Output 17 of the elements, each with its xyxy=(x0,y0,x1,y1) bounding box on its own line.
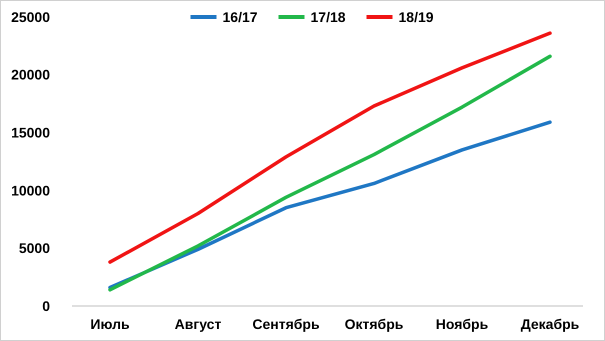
line-series xyxy=(108,54,552,292)
y-tick-label: 0 xyxy=(42,298,50,314)
y-tick-label: 20000 xyxy=(11,66,50,83)
x-tick-label: Август xyxy=(174,316,222,332)
y-tick-label: 5000 xyxy=(18,240,50,256)
x-tick-label: Ноябрь xyxy=(436,316,489,332)
line-series xyxy=(108,31,552,264)
legend-label: 16/17 xyxy=(222,8,258,25)
legend-label: 18/19 xyxy=(398,8,434,25)
y-tick-label: 15000 xyxy=(11,124,50,140)
x-tick-label: Декабрь xyxy=(520,316,580,332)
y-tick-label: 10000 xyxy=(11,182,50,198)
x-tick-label: Октябрь xyxy=(344,316,404,332)
x-tick-label: Июль xyxy=(90,316,130,332)
y-tick-label: 25000 xyxy=(11,8,50,25)
legend-label: 17/18 xyxy=(310,8,346,25)
x-tick-label: Сентябрь xyxy=(252,316,320,332)
